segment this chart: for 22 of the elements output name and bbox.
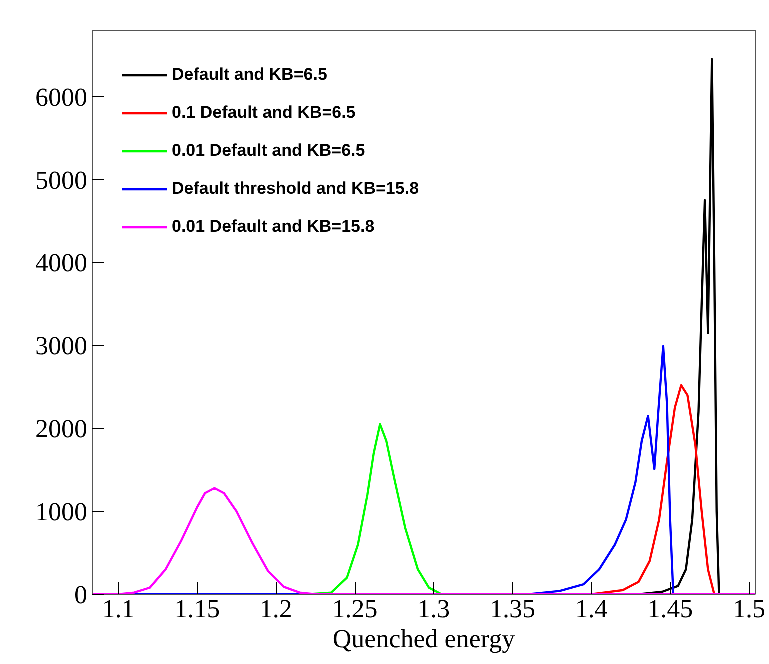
legend-label: Default threshold and KB=15.8 xyxy=(172,178,420,200)
y-tick-label: 4000 xyxy=(36,248,88,278)
x-tick-label: 1.25 xyxy=(332,594,378,624)
legend-label: 0.1 Default and KB=6.5 xyxy=(172,102,356,124)
x-tick-label: 1.3 xyxy=(418,594,450,624)
legend-label: Default and KB=6.5 xyxy=(172,64,328,86)
y-tick-label: 5000 xyxy=(36,166,88,195)
x-tick-label: 1.4 xyxy=(575,594,608,624)
legend-label: 0.01 Default and KB=6.5 xyxy=(172,140,366,162)
y-tick-label: 3000 xyxy=(36,332,88,361)
y-tick-label: 2000 xyxy=(36,414,88,444)
x-tick-label: 1.5 xyxy=(732,594,766,624)
x-axis-title: Quenched energy xyxy=(332,624,516,654)
x-tick-label: 1.15 xyxy=(174,594,220,624)
y-tick-label: 6000 xyxy=(36,82,88,112)
x-tick-label: 1.1 xyxy=(102,594,135,624)
x-tick-label: 1.35 xyxy=(490,594,536,624)
x-tick-label: 1.45 xyxy=(648,594,694,624)
y-tick-label: 1000 xyxy=(36,498,88,527)
y-tick-label: 0 xyxy=(74,580,88,610)
x-tick-label: 1.2 xyxy=(260,594,292,624)
legend-label: 0.01 Default and KB=15.8 xyxy=(172,216,375,238)
